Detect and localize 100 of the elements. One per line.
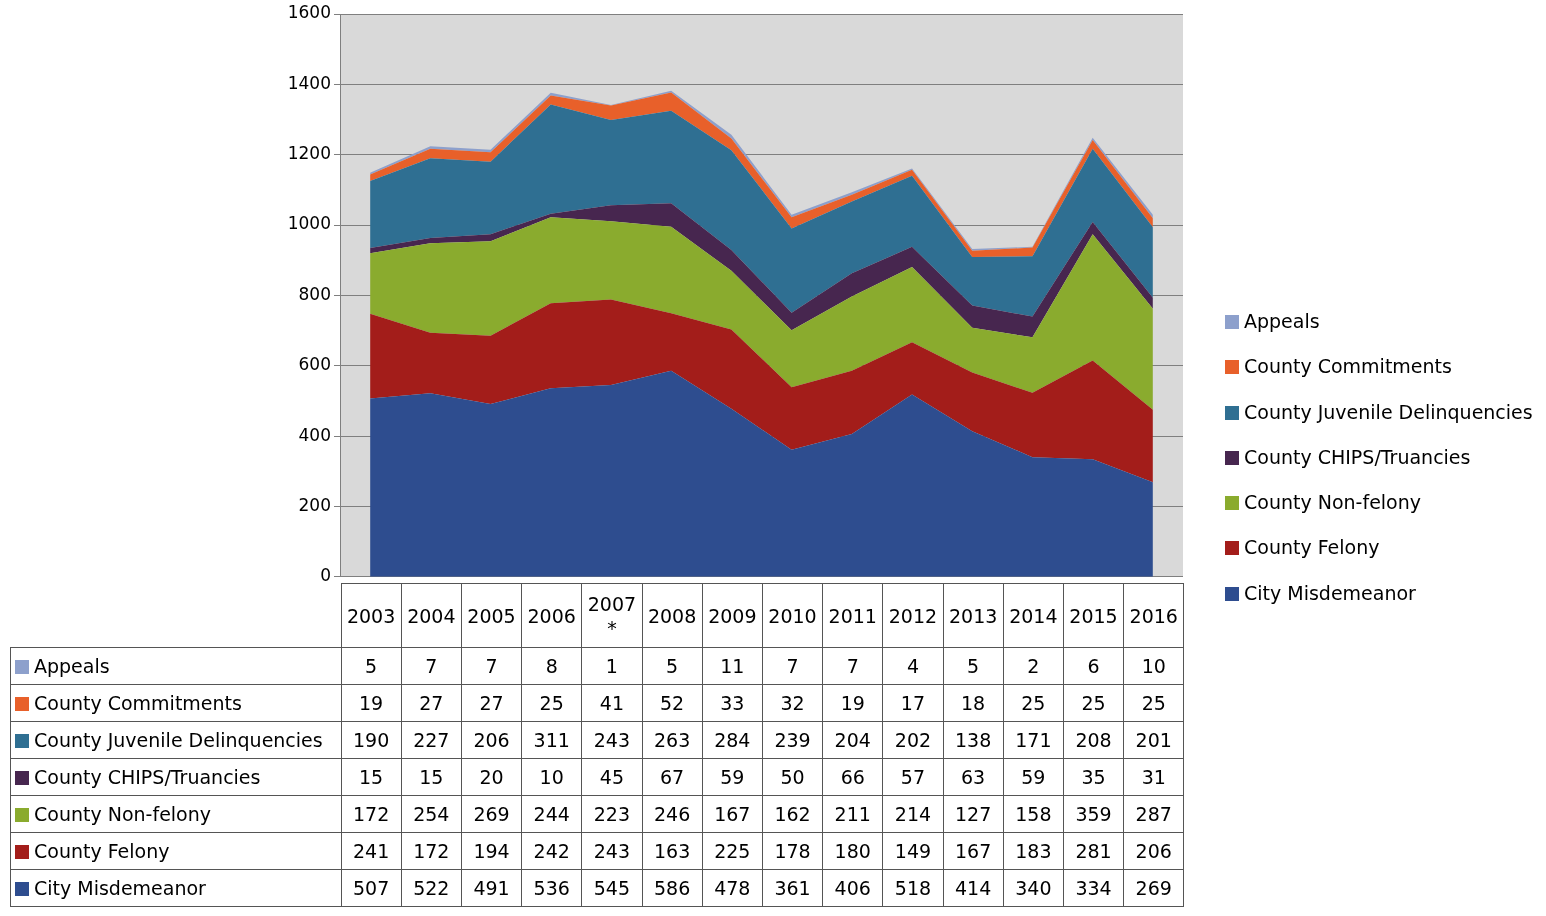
- text: County Commitments: [34, 692, 242, 714]
- data-label: 57: [882, 758, 944, 796]
- x-tick-label: 2008: [642, 583, 703, 648]
- data-label: 1: [581, 647, 643, 685]
- data-label: 201: [1123, 721, 1184, 759]
- x-tick-label: 2006: [521, 583, 582, 648]
- data-label: 359: [1063, 795, 1124, 833]
- data-label: 162: [762, 795, 823, 833]
- x-tick-label: 2011: [822, 583, 883, 648]
- data-label: 19: [822, 684, 883, 722]
- x-tick-label: 2014: [1003, 583, 1064, 648]
- data-label: 223: [581, 795, 643, 833]
- data-label: 45: [581, 758, 643, 796]
- legend-label: Appeals: [1244, 310, 1320, 332]
- data-label: 180: [822, 832, 883, 870]
- data-label: 263: [642, 721, 703, 759]
- y-tick-label: 400: [298, 424, 331, 445]
- data-label: 7: [762, 647, 823, 685]
- data-label: 5: [642, 647, 703, 685]
- data-label: 5: [943, 647, 1004, 685]
- data-label: 15: [401, 758, 462, 796]
- data-label: 163: [642, 832, 703, 870]
- x-tick-label: 2003: [341, 583, 402, 648]
- data-label: 334: [1063, 869, 1124, 907]
- data-label: 7: [461, 647, 522, 685]
- data-label: 27: [401, 684, 462, 722]
- data-label: 202: [882, 721, 944, 759]
- legend-label: County Commitments: [1244, 355, 1452, 378]
- data-label: 242: [521, 832, 582, 870]
- data-label: 172: [401, 832, 462, 870]
- data-label: 206: [461, 721, 522, 759]
- data-label: 167: [702, 795, 763, 833]
- x-tick-label: 2007 *: [581, 583, 643, 648]
- data-label: 361: [762, 869, 823, 907]
- data-label: 190: [341, 721, 402, 759]
- data-label: 32: [762, 684, 823, 722]
- data-label: 15: [341, 758, 402, 796]
- data-label: 149: [882, 832, 944, 870]
- data-label: 63: [943, 758, 1004, 796]
- data-label: 4: [882, 647, 944, 685]
- data-label: 491: [461, 869, 522, 907]
- data-label: 50: [762, 758, 823, 796]
- data-label: 127: [943, 795, 1004, 833]
- data-label: 5: [341, 647, 402, 685]
- data-label: 243: [581, 721, 643, 759]
- data-label: 478: [702, 869, 763, 907]
- text: County CHIPS/Truancies: [34, 766, 261, 788]
- data-label: 269: [461, 795, 522, 833]
- data-label: 507: [341, 869, 402, 907]
- x-tick-label: 2015: [1063, 583, 1124, 648]
- x-tick-label: 2004: [401, 583, 462, 648]
- data-label: 138: [943, 721, 1004, 759]
- data-label: 178: [762, 832, 823, 870]
- data-label: 52: [642, 684, 703, 722]
- data-label: 206: [1123, 832, 1184, 870]
- data-label: 241: [341, 832, 402, 870]
- data-label: 7: [401, 647, 462, 685]
- data-label: 66: [822, 758, 883, 796]
- data-label: 10: [521, 758, 582, 796]
- data-label: 35: [1063, 758, 1124, 796]
- data-label: 246: [642, 795, 703, 833]
- x-tick-label: 2016: [1123, 583, 1184, 648]
- legend-label: City Misdemeanor: [1244, 581, 1416, 604]
- text: City Misdemeanor: [34, 877, 206, 899]
- y-tick-label: 200: [298, 494, 331, 515]
- data-label: 211: [822, 795, 883, 833]
- data-label: 171: [1003, 721, 1064, 759]
- y-tick-label: 600: [298, 354, 331, 375]
- data-label: 172: [341, 795, 402, 833]
- legend-label: County Juvenile Delinquencies: [1244, 400, 1533, 423]
- data-label: 59: [702, 758, 763, 796]
- data-label: 6: [1063, 647, 1124, 685]
- data-label: 25: [1063, 684, 1124, 722]
- data-label: 19: [341, 684, 402, 722]
- data-label: 214: [882, 795, 944, 833]
- data-label: 194: [461, 832, 522, 870]
- x-tick-label: 2013: [943, 583, 1004, 648]
- data-label: 158: [1003, 795, 1064, 833]
- data-label: 225: [702, 832, 763, 870]
- data-label: 17: [882, 684, 944, 722]
- data-label: 536: [521, 869, 582, 907]
- text: County Felony: [34, 840, 170, 862]
- data-label: 11: [702, 647, 763, 685]
- y-tick-label: 1600: [287, 2, 331, 23]
- data-label: 167: [943, 832, 1004, 870]
- data-label: 244: [521, 795, 582, 833]
- x-tick-label: 2005: [461, 583, 522, 648]
- data-label: 10: [1123, 647, 1184, 685]
- data-label: 31: [1123, 758, 1184, 796]
- text: County Non-felony: [34, 803, 212, 825]
- data-label: 18: [943, 684, 1004, 722]
- data-label: 340: [1003, 869, 1064, 907]
- data-label: 243: [581, 832, 643, 870]
- data-label: 545: [581, 869, 643, 907]
- data-label: 522: [401, 869, 462, 907]
- y-tick-label: 1400: [287, 72, 331, 93]
- y-tick-label: 800: [298, 283, 331, 304]
- data-label: 239: [762, 721, 823, 759]
- data-label: 208: [1063, 721, 1124, 759]
- text: Appeals: [34, 655, 110, 677]
